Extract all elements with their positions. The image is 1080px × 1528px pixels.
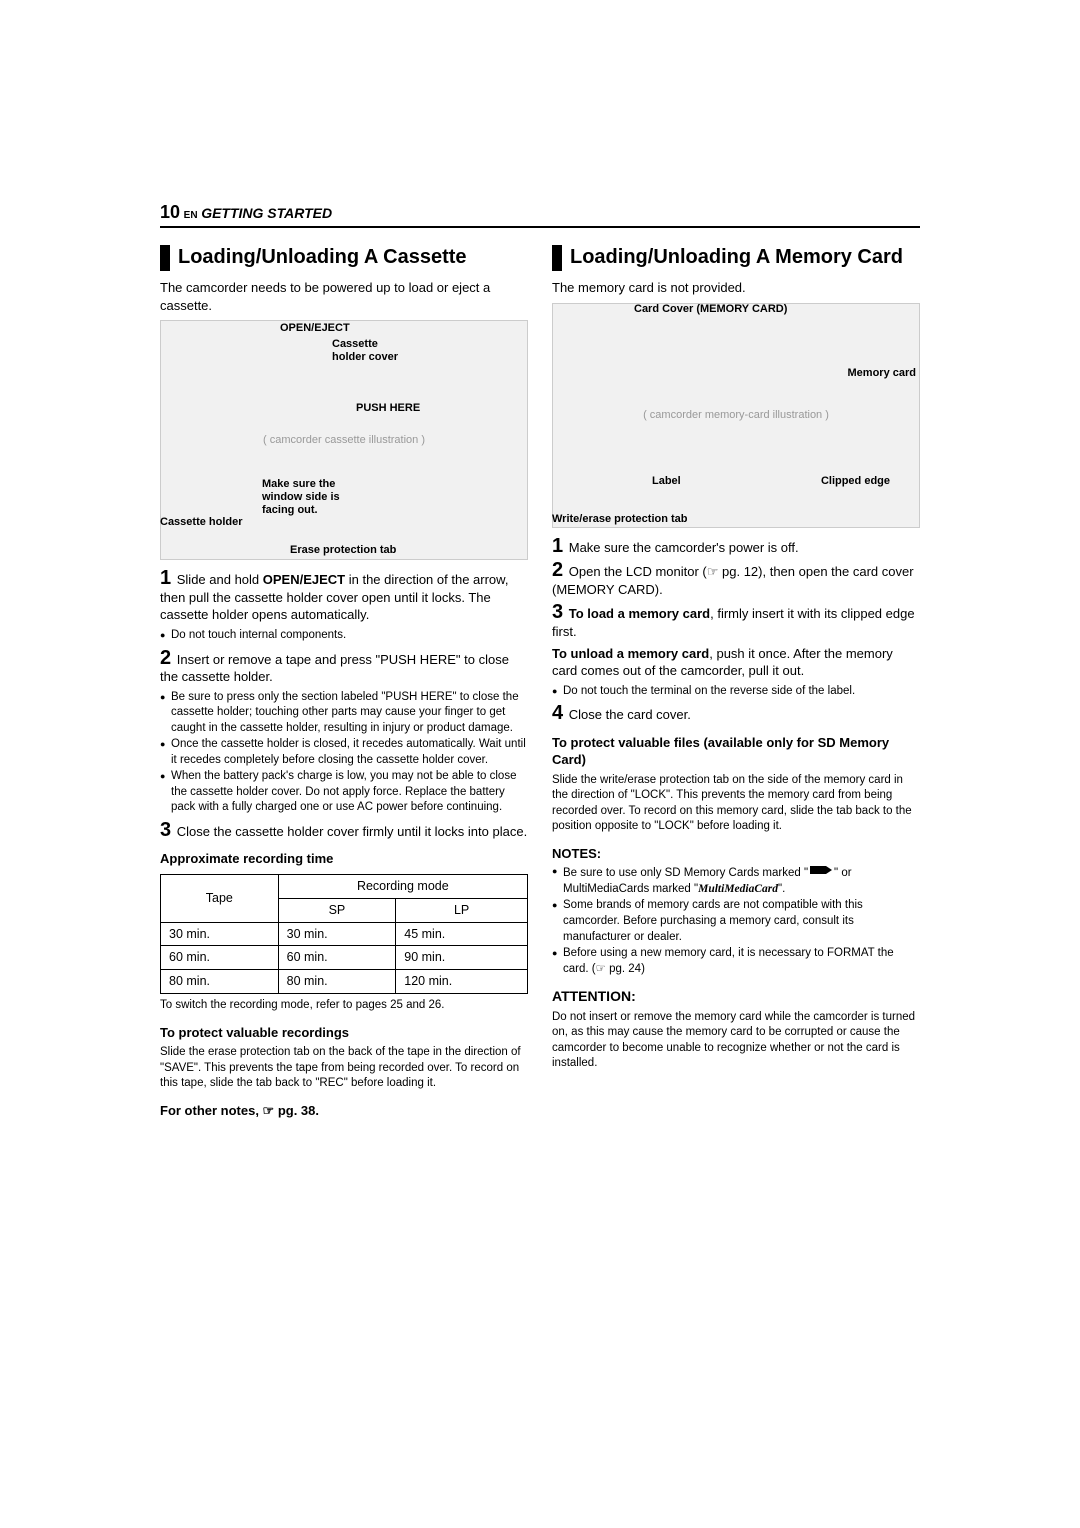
- th-sp: SP: [278, 898, 396, 922]
- r-step4-text: Close the card cover.: [569, 707, 691, 722]
- recording-time-table: Tape Recording mode SP LP 30 min. 30 min…: [160, 874, 528, 994]
- table-row: 80 min. 80 min. 120 min.: [161, 970, 528, 994]
- step-number-2: 2: [552, 559, 563, 581]
- memory-card-illustration-placeholder: ( camcorder memory-card illustration ): [552, 303, 920, 528]
- sd-logo-icon: [808, 864, 834, 882]
- section-title: GETTING STARTED: [201, 205, 332, 221]
- cell-tape: 30 min.: [161, 922, 279, 946]
- cell-lp: 120 min.: [396, 970, 528, 994]
- multimediacard-logo: MultiMediaCard: [698, 883, 778, 895]
- step-number-4: 4: [552, 702, 563, 724]
- cell-sp: 60 min.: [278, 946, 396, 970]
- step1-bullets: Do not touch internal components.: [160, 628, 528, 644]
- step2-text: Insert or remove a tape and press "PUSH …: [160, 652, 509, 685]
- r-step2-text: Open the LCD monitor (☞ pg. 12), then op…: [552, 564, 914, 597]
- page-number: 10: [160, 202, 180, 222]
- right-step-3: 3 To load a memory card, firmly insert i…: [552, 602, 920, 640]
- table-row: 30 min. 30 min. 45 min.: [161, 922, 528, 946]
- sd-protect-heading: To protect valuable files (available onl…: [552, 734, 920, 769]
- heading-bar-icon: [160, 245, 170, 271]
- left-step-3: 3 Close the cassette holder cover firmly…: [160, 820, 528, 841]
- page-header: 10 EN GETTING STARTED: [160, 200, 920, 228]
- protect-heading: To protect valuable recordings: [160, 1024, 528, 1042]
- step1-text-a: Slide and hold: [177, 572, 263, 587]
- bullet-item: Some brands of memory cards are not comp…: [552, 898, 920, 945]
- th-lp: LP: [396, 898, 528, 922]
- step-number-3: 3: [160, 819, 171, 841]
- bullet-item: When the battery pack's charge is low, y…: [160, 769, 528, 816]
- sd-protect-body: Slide the write/erase protection tab on …: [552, 773, 920, 835]
- step3-text: Close the cassette holder cover firmly u…: [177, 824, 527, 839]
- right-column: Loading/Unloading A Memory Card The memo…: [552, 238, 920, 1121]
- bullet-item: Do not touch the terminal on the reverse…: [552, 684, 920, 700]
- callout-write-tab: Write/erase protection tab: [552, 513, 688, 526]
- table-footnote: To switch the recording mode, refer to p…: [160, 998, 528, 1014]
- bullet-item: Be sure to use only SD Memory Cards mark…: [552, 864, 920, 897]
- left-step-1: 1 Slide and hold OPEN/EJECT in the direc…: [160, 568, 528, 624]
- step1-bold: OPEN/EJECT: [263, 572, 345, 587]
- callout-clipped-edge: Clipped edge: [821, 475, 890, 488]
- step-number-1: 1: [160, 567, 171, 589]
- table-heading: Approximate recording time: [160, 850, 528, 868]
- heading-text: Loading/Unloading A Memory Card: [570, 244, 903, 271]
- left-intro: The camcorder needs to be powered up to …: [160, 279, 528, 314]
- left-step-2: 2 Insert or remove a tape and press "PUS…: [160, 648, 528, 686]
- th-mode: Recording mode: [278, 874, 527, 898]
- left-heading: Loading/Unloading A Cassette: [160, 244, 528, 271]
- cell-sp: 80 min.: [278, 970, 396, 994]
- step-number-3: 3: [552, 601, 563, 623]
- bullet-item: Do not touch internal components.: [160, 628, 528, 644]
- bullet-item: Be sure to press only the section labele…: [160, 690, 528, 737]
- left-column: Loading/Unloading A Cassette The camcord…: [160, 238, 528, 1121]
- unload-paragraph: To unload a memory card, push it once. A…: [552, 645, 920, 680]
- callout-memory-card: Memory card: [848, 367, 916, 380]
- protect-body: Slide the erase protection tab on the ba…: [160, 1045, 528, 1092]
- right-step-4: 4 Close the card cover.: [552, 703, 920, 724]
- attention-heading: ATTENTION:: [552, 987, 920, 1006]
- right-step-1: 1 Make sure the camcorder's power is off…: [552, 536, 920, 557]
- cassette-figure: ( camcorder cassette illustration ) OPEN…: [160, 320, 528, 560]
- callout-label: Label: [652, 475, 681, 488]
- table-row: 60 min. 60 min. 90 min.: [161, 946, 528, 970]
- note1-pre: Be sure to use only SD Memory Cards mark…: [563, 867, 808, 879]
- right-intro: The memory card is not provided.: [552, 279, 920, 297]
- other-notes-ref: For other notes, ☞ pg. 38.: [160, 1102, 528, 1120]
- cell-tape: 80 min.: [161, 970, 279, 994]
- cell-sp: 30 min.: [278, 922, 396, 946]
- lang-code: EN: [184, 210, 198, 221]
- r-step3-bold: To load a memory card: [569, 606, 710, 621]
- callout-cassette-holder: Cassette holder: [160, 516, 243, 529]
- heading-bar-icon: [552, 245, 562, 271]
- right-heading: Loading/Unloading A Memory Card: [552, 244, 920, 271]
- r-step1-text: Make sure the camcorder's power is off.: [569, 540, 799, 555]
- bullet-item: Before using a new memory card, it is ne…: [552, 946, 920, 977]
- note1-post: ".: [778, 883, 785, 895]
- callout-open-eject: OPEN/EJECT: [280, 322, 350, 335]
- memory-card-figure: ( camcorder memory-card illustration ) C…: [552, 303, 920, 528]
- step-number-2: 2: [160, 647, 171, 669]
- cell-tape: 60 min.: [161, 946, 279, 970]
- right-step-2: 2 Open the LCD monitor (☞ pg. 12), then …: [552, 560, 920, 598]
- content-columns: Loading/Unloading A Cassette The camcord…: [160, 238, 920, 1121]
- unload-bold: To unload a memory card: [552, 646, 709, 661]
- callout-card-cover: Card Cover (MEMORY CARD): [634, 303, 787, 316]
- cell-lp: 90 min.: [396, 946, 528, 970]
- notes-list: Be sure to use only SD Memory Cards mark…: [552, 864, 920, 977]
- step2-bullets: Be sure to press only the section labele…: [160, 690, 528, 816]
- step-number-1: 1: [552, 535, 563, 557]
- callout-erase-tab: Erase protection tab: [290, 544, 396, 557]
- unload-bullets: Do not touch the terminal on the reverse…: [552, 684, 920, 700]
- callout-holder-cover: Cassette holder cover: [332, 338, 412, 363]
- callout-push-here: PUSH HERE: [356, 402, 420, 415]
- heading-text: Loading/Unloading A Cassette: [178, 244, 467, 271]
- bullet-item: Once the cassette holder is closed, it r…: [160, 737, 528, 768]
- cell-lp: 45 min.: [396, 922, 528, 946]
- notes-heading: NOTES:: [552, 845, 920, 863]
- callout-window-note: Make sure the window side is facing out.: [262, 478, 362, 516]
- attention-body: Do not insert or remove the memory card …: [552, 1010, 920, 1072]
- th-tape: Tape: [161, 874, 279, 922]
